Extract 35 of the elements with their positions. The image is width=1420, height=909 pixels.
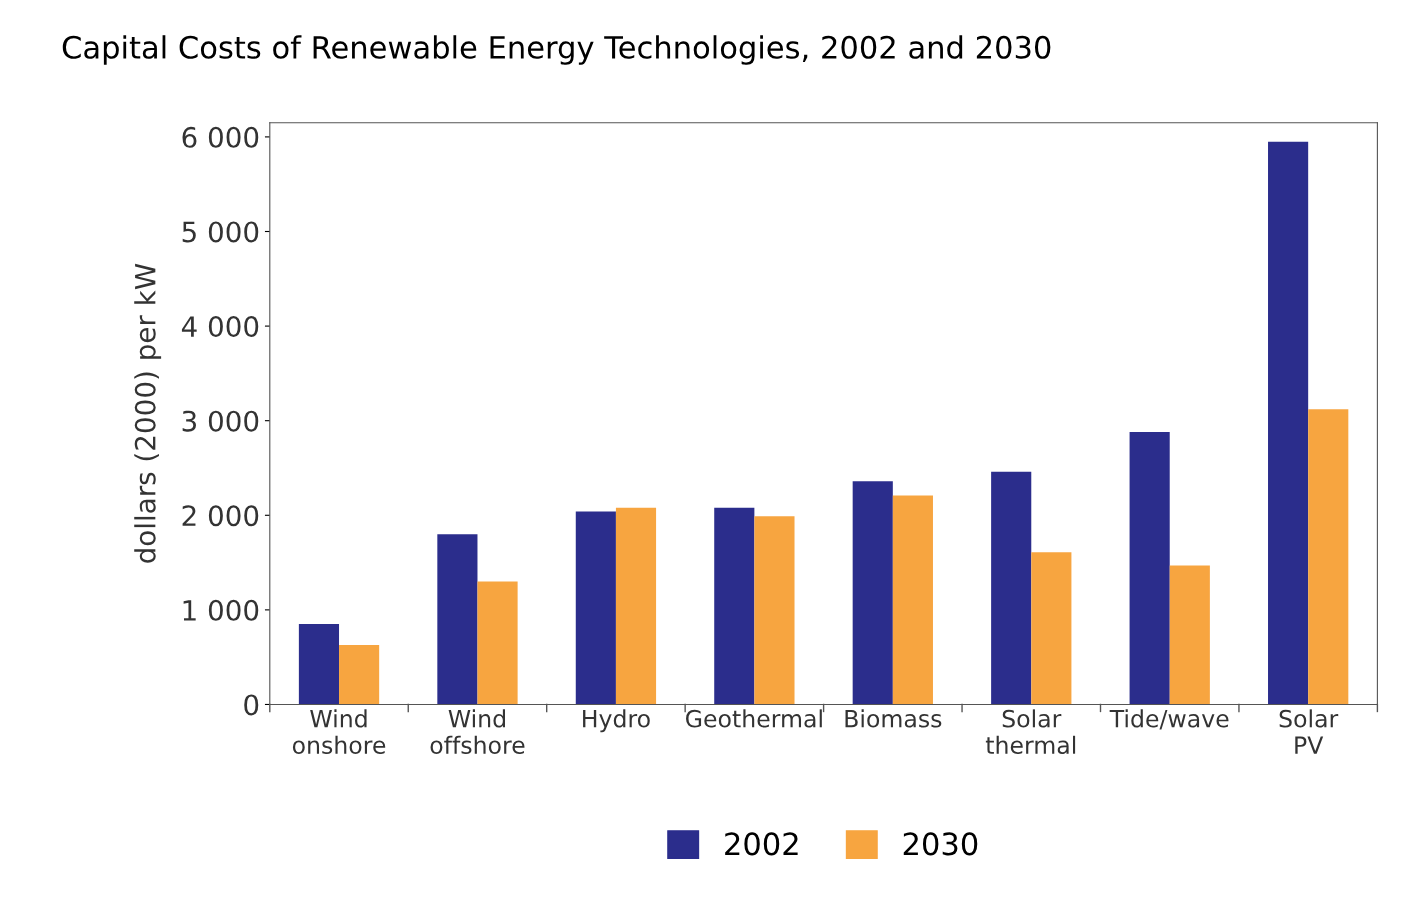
bar — [852, 481, 893, 705]
bar — [714, 507, 755, 705]
x-tick-label: Biomass — [845, 709, 942, 728]
bar — [1308, 409, 1349, 705]
y-tick-label: 2 000 — [182, 505, 259, 527]
x-tick-label: Solar PV — [1279, 709, 1339, 754]
x-tick-label: Wind offshore — [430, 709, 525, 755]
bar — [477, 581, 518, 705]
chart-title: Capital Costs of Renewable Energy Technologies, 2002 and 2030 — [62, 35, 1051, 65]
bar — [615, 507, 657, 705]
bar — [437, 534, 478, 705]
y-tick-label: 0 — [244, 694, 259, 716]
bar — [575, 511, 616, 705]
x-tick-label: Hydro — [583, 709, 650, 733]
bar — [892, 495, 933, 705]
bar — [1268, 141, 1309, 705]
bar — [991, 471, 1032, 705]
y-tick-label: 1 000 — [183, 599, 259, 621]
legend-label: 2030 — [903, 832, 978, 856]
y-tick-label: 6 000 — [182, 126, 259, 148]
bar — [1169, 565, 1210, 705]
y-axis-title: dollars (2000) per kW — [134, 263, 162, 563]
x-tick-label: Geothermal — [686, 709, 822, 728]
y-tick-label: 5 000 — [182, 221, 259, 243]
bar — [298, 624, 340, 705]
x-tick-label: Tide/wave — [1109, 709, 1229, 730]
y-tick-label: 4 000 — [181, 316, 259, 338]
legend-label: 2002 — [725, 832, 798, 856]
bar — [754, 516, 795, 705]
x-tick-label: Wind onshore — [292, 709, 386, 755]
bar — [339, 644, 380, 705]
y-tick-label: 3 000 — [182, 410, 259, 432]
bar — [1031, 552, 1072, 705]
bar — [1129, 432, 1170, 705]
x-tick-label: Solar thermal — [985, 709, 1076, 755]
